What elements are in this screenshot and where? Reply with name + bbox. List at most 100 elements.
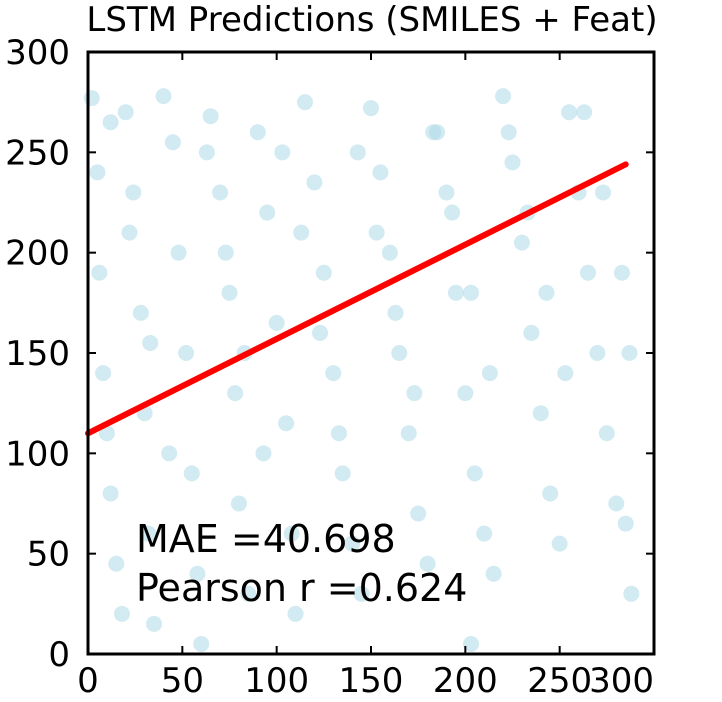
scatter-point: [240, 585, 257, 602]
scatter-point: [198, 144, 215, 161]
scatter-point: [121, 224, 138, 241]
scatter-point: [108, 555, 125, 572]
scatter-point: [142, 334, 159, 351]
scatter-point: [542, 485, 559, 502]
scatter-point: [598, 425, 615, 442]
scatter-point: [202, 108, 219, 125]
y-tick-label: 300: [5, 33, 70, 73]
x-tick-label: 150: [339, 661, 404, 698]
scatter-point: [344, 535, 361, 552]
scatter-point: [481, 365, 498, 382]
scatter-point: [102, 485, 119, 502]
x-tick-label: 0: [77, 661, 99, 698]
scatter-point: [315, 264, 332, 281]
scatter-point: [227, 385, 244, 402]
scatter-point: [306, 174, 323, 191]
scatter-point: [523, 324, 540, 341]
scatter-point: [164, 134, 181, 151]
scatter-point: [387, 304, 404, 321]
scatter-point: [212, 184, 229, 201]
y-tick-label: 100: [5, 434, 70, 474]
scatter-point: [368, 224, 385, 241]
scatter-point: [613, 264, 630, 281]
scatter-point: [95, 365, 112, 382]
scatter-point: [532, 405, 549, 422]
scatter-point: [217, 244, 234, 261]
x-tick-label: 100: [244, 661, 309, 698]
scatter-point: [330, 425, 347, 442]
x-tick-label: 250: [527, 661, 592, 698]
scatter-point: [287, 605, 304, 622]
chart-title: LSTM Predictions (SMILES + Feat): [86, 0, 657, 40]
scatter-point: [189, 565, 206, 582]
scatter-point: [170, 244, 187, 261]
scatter-point: [485, 565, 502, 582]
scatter-point: [283, 525, 300, 542]
mae-annotation: MAE =40.698: [136, 517, 396, 561]
scatter-point: [249, 124, 266, 141]
scatter-point: [146, 615, 163, 632]
scatter-point: [132, 304, 149, 321]
scatter-point: [117, 104, 134, 121]
scatter-point: [623, 585, 640, 602]
scatter-point: [400, 425, 417, 442]
scatter-point: [381, 244, 398, 261]
scatter-point: [500, 124, 517, 141]
scatter-point: [462, 635, 479, 652]
scatter-point: [595, 184, 612, 201]
y-tick-label: 0: [48, 635, 70, 675]
scatter-point: [268, 314, 285, 331]
scatter-point: [230, 495, 247, 512]
scatter-point: [161, 445, 178, 462]
scatter-point: [113, 605, 130, 622]
scatter-point: [353, 585, 370, 602]
x-tick-label: 300: [589, 661, 654, 698]
scatter-point: [255, 445, 272, 462]
scatter-point: [419, 555, 436, 572]
points-layer: [83, 88, 640, 652]
scatter-point: [325, 365, 342, 382]
y-tick-label: 50: [27, 535, 70, 575]
scatter-point: [259, 204, 276, 221]
scatter-point: [438, 184, 455, 201]
scatter-point: [312, 324, 329, 341]
x-tick-label: 200: [433, 661, 498, 698]
y-tick-label: 250: [5, 133, 70, 173]
scatter-point: [447, 284, 464, 301]
scatter-point: [102, 114, 119, 131]
scatter-point: [274, 144, 291, 161]
scatter-point: [221, 284, 238, 301]
scatter-point: [349, 144, 366, 161]
scatter-point: [579, 264, 596, 281]
scatter-point: [140, 525, 157, 542]
scatter-point: [334, 465, 351, 482]
scatter-point: [462, 284, 479, 301]
scatter-point: [363, 100, 379, 117]
scatter-point: [504, 154, 521, 171]
scatter-point: [98, 425, 115, 442]
scatter-point: [89, 164, 106, 181]
scatter-point: [608, 495, 625, 512]
scatter-point: [296, 94, 313, 111]
scatter-point: [83, 90, 100, 107]
scatter-point: [178, 345, 195, 361]
scatter-point: [372, 164, 389, 181]
scatter-point: [513, 234, 530, 251]
scatter-point: [538, 284, 555, 301]
scatter-point: [406, 385, 423, 402]
scatter-point: [495, 88, 512, 105]
scatter-point: [589, 345, 606, 361]
scatter-point: [391, 345, 408, 361]
y-tick-label: 150: [5, 334, 70, 374]
scatter-point: [476, 525, 493, 542]
scatter-point: [466, 465, 483, 482]
scatter-point: [621, 345, 638, 361]
scatter-point: [293, 224, 310, 241]
y-ticks: 0 50 100 150 200 250 300: [5, 33, 654, 675]
scatter-point: [617, 515, 634, 532]
scatter-point: [551, 535, 568, 552]
regression-line: [85, 161, 629, 437]
